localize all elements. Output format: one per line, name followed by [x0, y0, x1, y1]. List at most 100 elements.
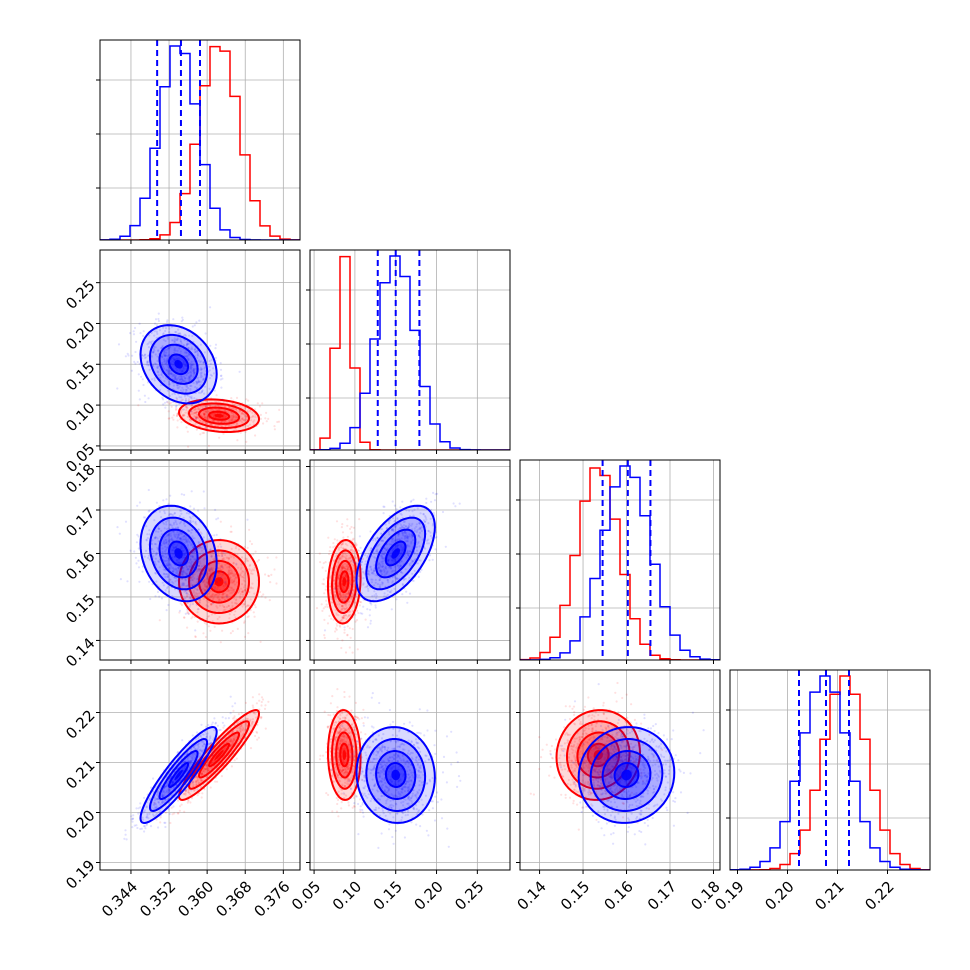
scatter-point	[222, 571, 225, 574]
scatter-point	[218, 436, 221, 439]
scatter-point	[190, 403, 193, 407]
scatter-point	[191, 615, 194, 619]
scatter-point	[222, 726, 225, 729]
scatter-point	[185, 594, 189, 597]
scatter-point	[190, 412, 193, 416]
scatter-point	[368, 608, 372, 611]
scatter-point	[176, 413, 179, 416]
scatter-point	[244, 589, 247, 592]
scatter-point	[251, 415, 254, 418]
scatter-point	[195, 380, 198, 384]
scatter-point	[419, 570, 422, 574]
scatter-point	[181, 361, 185, 365]
scatter-point	[186, 372, 189, 375]
scatter-point	[203, 351, 206, 354]
scatter-point	[136, 360, 139, 364]
scatter-point	[221, 629, 224, 632]
scatter-point	[173, 358, 176, 361]
scatter-point	[218, 598, 221, 601]
scatter-point	[167, 365, 170, 369]
scatter-point	[235, 757, 238, 760]
scatter-point	[193, 371, 196, 375]
scatter-point	[202, 431, 206, 435]
scatter-point	[234, 616, 237, 619]
scatter-point	[126, 580, 129, 583]
scatter-point	[144, 353, 147, 356]
scatter-point	[163, 401, 167, 404]
scatter-point	[199, 618, 202, 621]
scatter-point	[225, 583, 228, 586]
scatter-point	[223, 428, 226, 431]
scatter-point	[198, 319, 201, 322]
scatter-point	[231, 570, 234, 573]
scatter-point	[364, 618, 367, 621]
density-contour-red	[207, 410, 230, 421]
scatter-point	[151, 378, 154, 381]
scatter-point	[162, 326, 165, 329]
scatter-point	[374, 604, 377, 607]
scatter-point	[176, 426, 179, 429]
scatter-point	[174, 408, 178, 411]
scatter-point	[148, 340, 151, 343]
scatter-point	[187, 346, 190, 350]
scatter-point	[219, 520, 222, 523]
scatter-point	[172, 318, 175, 321]
scatter-point	[239, 418, 242, 422]
scatter-point	[215, 580, 218, 584]
scatter-point	[178, 358, 181, 361]
scatter-point	[213, 419, 216, 422]
scatter-point	[137, 566, 141, 569]
scatter-point	[203, 392, 206, 395]
scatter-point	[232, 417, 235, 420]
scatter-point	[223, 577, 227, 580]
scatter-point	[233, 579, 236, 583]
scatter-point	[190, 374, 193, 377]
scatter-point	[264, 417, 267, 420]
scatter-point	[229, 576, 232, 579]
scatter-point	[205, 586, 208, 589]
scatter-point	[197, 568, 200, 571]
scatter-point	[182, 570, 185, 573]
scatter-point	[357, 559, 360, 562]
scatter-point	[184, 364, 187, 367]
scatter-point	[219, 374, 222, 378]
scatter-point	[207, 592, 211, 595]
scatter-point	[222, 596, 225, 599]
scatter-point	[187, 377, 190, 380]
scatter-point	[168, 331, 171, 334]
scatter-point	[202, 415, 205, 418]
scatter-point	[197, 391, 201, 394]
scatter-point	[163, 358, 166, 361]
scatter-point	[229, 632, 232, 635]
scatter-point	[186, 605, 189, 609]
scatter-point	[230, 572, 233, 575]
scatter-point	[186, 608, 189, 611]
scatter-point	[138, 501, 141, 504]
scatter-point	[167, 372, 170, 375]
scatter-point	[137, 373, 140, 376]
scatter-point	[129, 549, 132, 552]
scatter-point	[155, 501, 158, 504]
scatter-point	[214, 780, 217, 783]
scatter-point	[146, 381, 150, 384]
scatter-point	[169, 372, 172, 376]
scatter-point	[183, 333, 186, 336]
scatter-point	[168, 417, 171, 420]
scatter-point	[369, 619, 372, 622]
scatter-point	[224, 584, 227, 588]
scatter-point	[198, 564, 201, 567]
scatter-point	[233, 590, 236, 593]
scatter-point	[180, 410, 183, 413]
scatter-point	[260, 700, 263, 704]
scatter-point	[251, 568, 254, 571]
scatter-point	[224, 582, 227, 585]
grid-1-0	[100, 250, 300, 450]
scatter-point	[235, 545, 238, 548]
scatter-point	[181, 414, 184, 418]
scatter-point	[358, 604, 361, 607]
scatter-point	[220, 424, 223, 427]
scatter-point	[198, 546, 201, 550]
scatter-point	[243, 602, 246, 606]
scatter-point	[141, 354, 144, 357]
scatter-point	[190, 346, 193, 349]
